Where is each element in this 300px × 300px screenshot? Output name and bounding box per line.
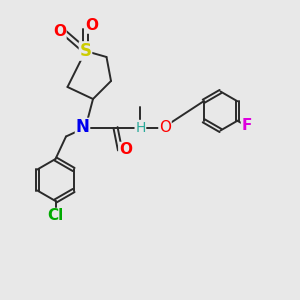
Text: H: H	[135, 121, 146, 134]
Text: O: O	[85, 18, 98, 33]
Text: S: S	[80, 42, 92, 60]
Text: N: N	[76, 118, 89, 136]
Text: O: O	[53, 24, 66, 39]
Text: O: O	[159, 120, 171, 135]
Text: F: F	[242, 118, 252, 133]
Text: O: O	[119, 142, 132, 158]
Text: Cl: Cl	[47, 208, 64, 224]
